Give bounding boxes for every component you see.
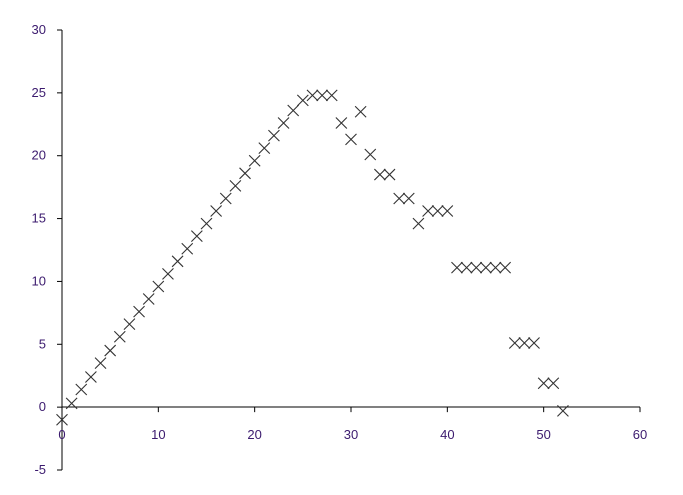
data-point (383, 168, 396, 181)
data-markers (56, 89, 569, 426)
data-point (85, 371, 97, 383)
data-point (528, 337, 540, 349)
x-tick-label: 50 (536, 427, 550, 442)
y-tick-label: 15 (32, 211, 46, 226)
data-point (547, 377, 560, 390)
data-point (479, 261, 492, 274)
data-point (345, 133, 357, 146)
data-point (296, 94, 309, 107)
data-point (518, 337, 531, 349)
data-point (287, 104, 300, 117)
data-point (229, 179, 242, 192)
data-point (152, 280, 165, 293)
x-tick-label: 30 (344, 427, 358, 442)
data-point (56, 413, 68, 426)
data-point (364, 148, 377, 161)
data-point (113, 330, 126, 343)
data-point (162, 267, 174, 280)
data-point (142, 293, 155, 305)
data-point (422, 205, 434, 217)
data-point (94, 357, 107, 370)
y-tick-label: 5 (39, 336, 46, 351)
data-point (431, 205, 444, 217)
x-axis-ticks: 0 10 20 30 40 50 60 (58, 407, 647, 442)
data-point (200, 217, 213, 230)
data-point (258, 142, 271, 155)
data-point (239, 167, 251, 180)
data-point (354, 105, 367, 118)
data-point (393, 192, 406, 205)
y-tick-label: 10 (32, 273, 46, 288)
data-point (104, 344, 117, 357)
data-point (181, 242, 194, 255)
y-tick-label: 20 (32, 148, 46, 163)
data-point (277, 117, 290, 129)
data-point (451, 261, 463, 274)
data-point (65, 397, 78, 410)
data-point (335, 117, 348, 129)
data-point (489, 261, 502, 274)
data-point (316, 89, 328, 102)
x-tick-label: 20 (247, 427, 261, 442)
data-point (402, 192, 415, 205)
y-tick-label: 0 (39, 399, 46, 414)
data-point (210, 205, 223, 217)
x-tick-label: 40 (440, 427, 454, 442)
x-tick-label: 10 (151, 427, 165, 442)
data-point (325, 89, 338, 102)
data-point (171, 255, 184, 268)
data-point (470, 261, 483, 274)
data-point (268, 129, 280, 142)
x-tick-label: 60 (633, 427, 647, 442)
x-tick-label: 0 (58, 427, 65, 442)
data-point (374, 168, 386, 181)
data-point (508, 337, 521, 349)
data-point (75, 383, 88, 396)
y-tick-label: -5 (34, 462, 46, 477)
data-point (460, 261, 473, 274)
data-point (133, 305, 145, 318)
data-point (306, 89, 319, 102)
data-point (441, 205, 454, 217)
data-point (123, 318, 136, 331)
data-point (537, 377, 550, 390)
plot-area: -5 0 5 10 15 20 25 30 0 10 20 30 40 50 60 (32, 22, 648, 477)
y-tick-label: 30 (32, 22, 46, 37)
data-point (248, 154, 261, 167)
data-point (499, 261, 512, 274)
data-point (412, 217, 425, 230)
y-tick-label: 25 (32, 85, 46, 100)
data-point (190, 230, 203, 243)
data-point (219, 192, 232, 205)
y-axis-ticks: -5 0 5 10 15 20 25 30 (32, 22, 62, 477)
data-point (557, 405, 569, 417)
